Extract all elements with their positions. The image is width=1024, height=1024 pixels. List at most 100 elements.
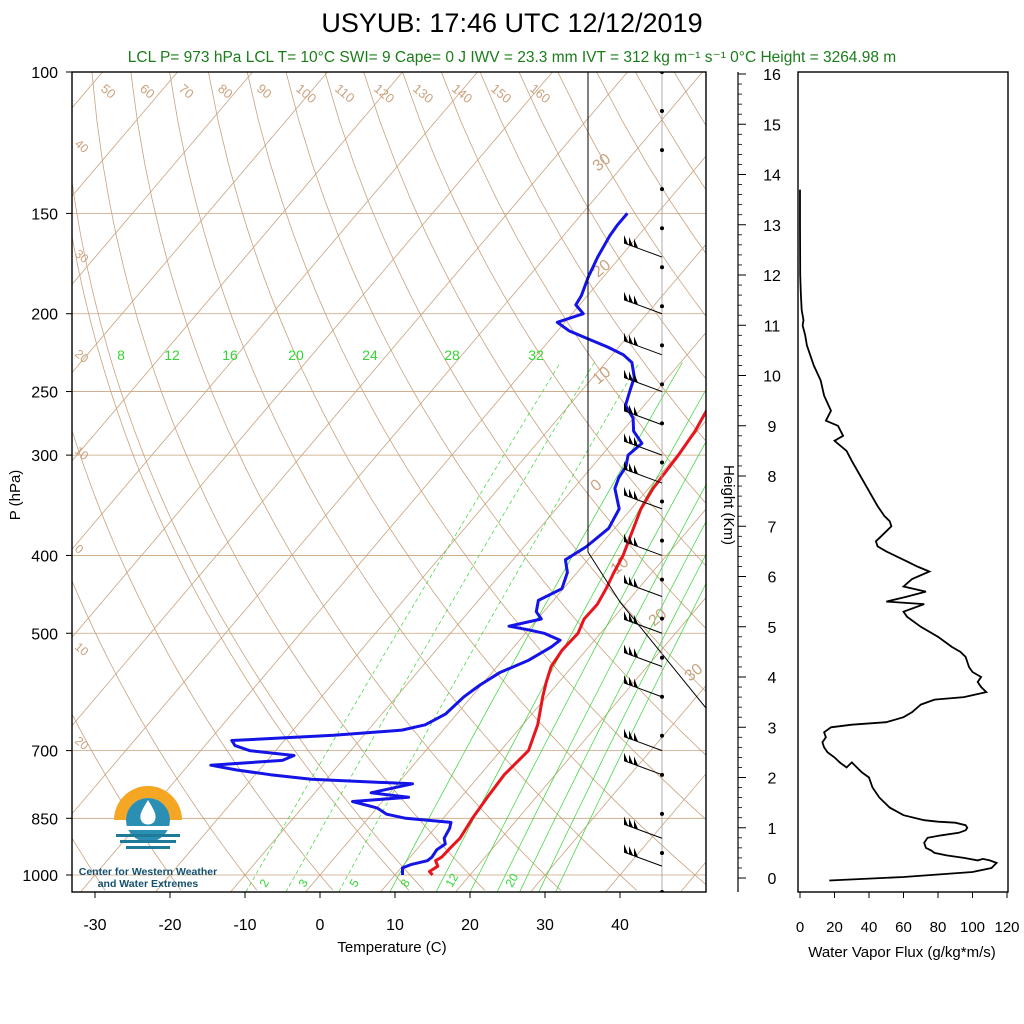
- isotherm-label: 150: [488, 81, 514, 106]
- chart-subtitle: LCL P= 973 hPa LCL T= 10°C SWI= 9 Cape= …: [127, 49, 897, 66]
- height-tick-label: 15: [763, 117, 781, 134]
- barb-staff-dot: [660, 265, 664, 270]
- height-tick-label: 5: [768, 620, 777, 637]
- dry-adiabat-line: [635, 72, 706, 191]
- wind-barb-flag: [624, 728, 628, 738]
- dry-adiabat-line: [72, 234, 410, 891]
- mixing-ratio-label: 20: [288, 347, 304, 363]
- barb-staff-dot: [660, 499, 664, 504]
- adiabat-label: 20: [646, 606, 671, 631]
- wind-barb-flag: [629, 334, 633, 344]
- wind-barb-flag: [624, 533, 628, 543]
- wind-barb-shaft: [623, 494, 663, 510]
- wind-barb-flag: [624, 402, 628, 412]
- mixing-ratio-label: 12: [164, 347, 180, 363]
- dry-adiabat-line: [479, 72, 706, 442]
- mixing-ratio-label: 16: [222, 347, 238, 363]
- dry-adiabat-line: [246, 72, 706, 821]
- isotherm-line: [72, 72, 253, 286]
- barb-staff-dot: [660, 109, 664, 114]
- x-tick-label: 0: [316, 917, 325, 934]
- logo-text: Center for Western Weather and Water Ext…: [68, 866, 228, 890]
- x-tick-label: 20: [461, 917, 479, 934]
- logo-wave-2: [116, 834, 180, 837]
- wind-barb-flag: [634, 756, 638, 766]
- isotherm-line: [605, 773, 706, 892]
- height-tick-label: 7: [768, 519, 777, 536]
- isotherm-line: [72, 72, 703, 815]
- isotherm-label: 160: [527, 81, 553, 106]
- barb-staff-dot: [660, 733, 664, 738]
- wind-barb-flag: [629, 845, 633, 856]
- dry-adiabat-line: [402, 72, 706, 567]
- wind-barb-flag: [629, 730, 633, 740]
- side-label: 0: [72, 542, 86, 557]
- isotherm-label: 100: [293, 81, 319, 106]
- mixing-ratio-line: [389, 362, 683, 892]
- logo-line-2: and Water Extremes: [97, 878, 199, 890]
- wind-barb-flag: [624, 332, 628, 342]
- x-tick-label: -10: [233, 917, 256, 934]
- barb-staff-dot: [660, 538, 664, 543]
- height-tick-label: 4: [768, 670, 777, 687]
- flux-x-tick-label: 100: [960, 919, 985, 936]
- dry-adiabat-line: [208, 72, 706, 886]
- wind-barb-shaft: [623, 736, 663, 752]
- wind-barb-flag: [634, 336, 638, 346]
- dry-adiabat-line: [440, 72, 706, 504]
- water-vapor-flux-plot: 0 20 40 60 80 100 120 Water Vapor Flux (g/kg*m/…: [796, 71, 1020, 961]
- wind-barb-flag: [629, 754, 633, 764]
- wind-barb-flag: [634, 578, 638, 588]
- mixing-ratio-line: [245, 362, 561, 892]
- water-drop-icon: [140, 800, 156, 825]
- wind-barb-flag: [624, 816, 628, 826]
- wind-barb-flag: [634, 678, 638, 688]
- x-tick-label: -20: [158, 917, 181, 934]
- mixing-ratio-line: [538, 553, 706, 892]
- barb-staff-dot: [660, 811, 664, 816]
- y-tick-label: 250: [31, 385, 58, 402]
- side-label: 10: [72, 640, 91, 660]
- x-tick-label: 40: [611, 917, 629, 934]
- height-tick-label: 1: [768, 821, 777, 838]
- y-tick-label: 500: [31, 626, 58, 643]
- barb-staff-dot: [660, 460, 664, 465]
- dry-adiabat-line: [596, 72, 706, 255]
- height-tick-label: 6: [768, 570, 777, 587]
- wind-barb-flag: [624, 235, 628, 245]
- dry-adiabat-line: [72, 429, 334, 891]
- height-tick-label: 0: [768, 871, 777, 888]
- isotherm-line: [72, 72, 628, 727]
- wind-barb-shaft: [623, 760, 663, 776]
- wind-barb-flag: [634, 436, 638, 446]
- isotherm-label: 70: [176, 81, 197, 102]
- logo-wave-4: [126, 846, 170, 849]
- y-tick-label: 150: [31, 206, 58, 223]
- adiabat-label: 0: [588, 476, 606, 495]
- height-tick-label: 10: [763, 369, 781, 386]
- wind-barb-flag: [629, 434, 633, 445]
- mixing-ratio-line: [496, 483, 706, 892]
- mixing-ratio-line: [555, 582, 706, 892]
- barb-staff-dot: [660, 148, 664, 153]
- barb-staff-dot: [660, 421, 664, 426]
- isotherm-line: [72, 72, 403, 462]
- dry-adiabat-line: [557, 72, 706, 317]
- height-tick-label: 14: [763, 168, 781, 185]
- barb-staff-dot: [660, 616, 664, 621]
- dewpoint-profile-line: [209, 212, 644, 875]
- isotherm-line: [80, 155, 706, 892]
- wind-barb-flag: [624, 844, 628, 854]
- wind-barb-shaft: [623, 618, 663, 634]
- wind-barb-flag: [634, 537, 638, 547]
- barb-staff-dot: [660, 655, 664, 660]
- side-label: 20: [72, 347, 91, 367]
- wind-barb-flag: [629, 293, 633, 303]
- wind-barb-flag: [629, 535, 633, 545]
- isotherm-line: [756, 72, 1024, 892]
- mixing-ratio-label: 20: [502, 871, 521, 890]
- logo-wave-1: [114, 826, 182, 830]
- wind-barb-shaft: [623, 582, 663, 597]
